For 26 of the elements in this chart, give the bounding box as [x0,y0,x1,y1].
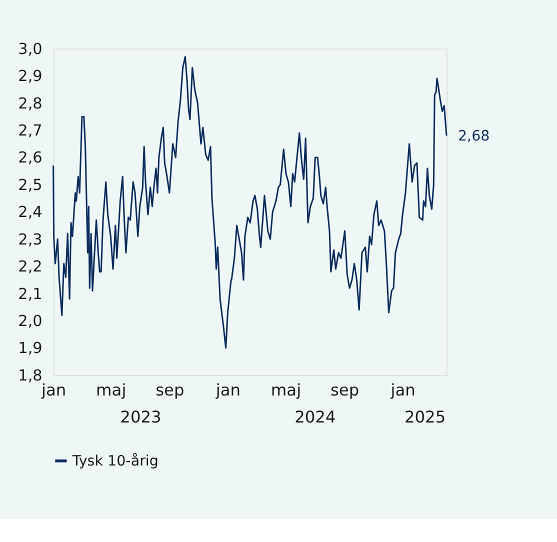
y-tick-label: 2,1 [18,284,42,303]
x2-tick-label: 2024 [294,407,336,426]
x2-tick-label: 2023 [120,407,162,426]
y-tick-label: 2,3 [18,230,42,248]
x-tick-label: maj [96,380,126,400]
x-tick-label: sep [156,380,184,400]
y-tick-label: 2,9 [18,67,42,86]
y-tick-label: 2,6 [18,148,42,167]
x-tick-label: sep [330,380,360,400]
y-tick-label: 1,9 [18,339,42,358]
x-tick-label: maj [270,380,302,400]
y-tick-label: 2,4 [18,203,42,222]
annotation: 2,68 [458,128,490,144]
x-tick-label: jan [390,380,416,400]
y-tick-label: 1,8 [18,366,42,384]
x-tick-label: jan [40,380,66,400]
y-tick-label: 2,5 [18,176,42,194]
line-series [52,56,448,349]
y-tick-label: 2,0 [18,312,42,330]
y-tick-label: 2,8 [18,94,42,112]
x-tick-label: jan [214,380,241,400]
legend-label: Tysk 10-årig [71,452,158,470]
x2-tick-label: 2025 [404,407,446,426]
y-tick-label: 2,2 [18,258,42,276]
y-tick-label: 3,0 [18,40,42,58]
y-tick-label: 2,7 [18,121,42,140]
